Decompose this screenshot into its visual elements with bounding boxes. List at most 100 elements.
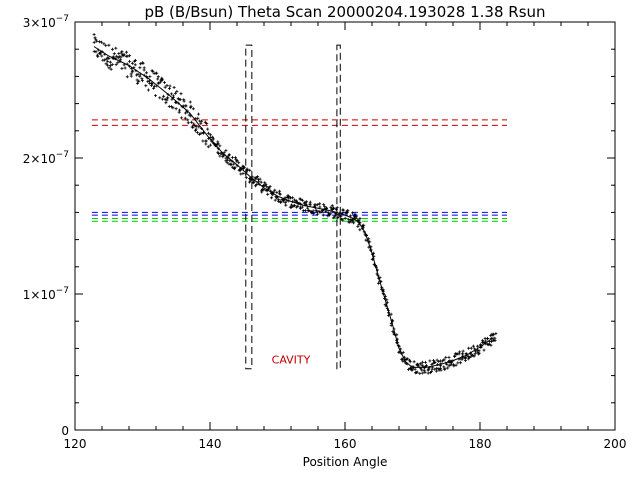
data-point	[216, 142, 220, 146]
data-point	[407, 367, 410, 371]
data-point	[443, 367, 447, 371]
data-point	[308, 200, 312, 204]
data-point	[122, 63, 126, 67]
cavity-boundary	[336, 44, 341, 370]
data-point	[418, 362, 422, 366]
data-point	[461, 349, 465, 353]
data-point	[439, 362, 443, 366]
data-point	[228, 162, 232, 166]
data-point	[428, 359, 432, 363]
data-point	[409, 367, 412, 370]
data-point	[421, 364, 425, 368]
data-point	[204, 139, 208, 143]
data-point	[278, 189, 282, 193]
annotations: CAVITY	[272, 353, 311, 366]
data-point	[480, 344, 484, 348]
data-point	[265, 185, 269, 189]
data-point	[224, 149, 228, 153]
data-point	[257, 180, 261, 184]
data-point	[372, 254, 376, 258]
data-point	[354, 215, 358, 219]
data-point	[489, 340, 493, 343]
data-point	[145, 71, 148, 75]
data-point	[449, 363, 453, 367]
data-point	[98, 40, 102, 44]
data-point	[135, 78, 139, 82]
data-point	[442, 358, 446, 362]
data-point	[414, 371, 417, 375]
data-point	[166, 93, 170, 96]
data-point	[102, 42, 106, 46]
data-point	[380, 286, 384, 290]
data-point	[244, 176, 248, 180]
data-point	[446, 366, 450, 370]
data-point	[178, 98, 182, 101]
data-point	[385, 307, 389, 311]
data-point	[168, 84, 172, 88]
data-point	[95, 39, 99, 43]
data-point	[148, 79, 151, 83]
data-point	[208, 133, 212, 137]
data-point	[287, 199, 291, 203]
data-point	[195, 131, 199, 135]
data-point	[377, 281, 381, 285]
data-point	[93, 36, 97, 40]
data-point	[293, 198, 296, 202]
data-point	[188, 100, 192, 104]
data-point	[120, 67, 124, 70]
data-point	[106, 63, 110, 67]
data-point	[175, 89, 179, 93]
data-point	[218, 154, 222, 158]
data-point	[148, 75, 152, 79]
data-point	[172, 86, 176, 89]
data-point	[296, 204, 300, 208]
data-point	[417, 364, 421, 368]
data-point	[136, 81, 139, 85]
data-point	[235, 164, 239, 168]
data-point	[469, 346, 473, 350]
data-point	[318, 205, 322, 209]
data-point	[387, 311, 390, 315]
data-point	[483, 342, 487, 346]
data-point	[371, 257, 375, 261]
data-point	[156, 75, 160, 79]
data-point	[176, 101, 180, 105]
data-point	[437, 360, 441, 363]
data-point	[486, 337, 490, 341]
data-point	[114, 63, 118, 67]
data-point	[392, 327, 396, 331]
data-point	[186, 118, 190, 122]
data-point	[435, 366, 439, 370]
data-point	[424, 364, 428, 367]
data-point	[182, 98, 186, 102]
data-point	[228, 159, 232, 162]
data-point	[329, 205, 333, 209]
data-point	[423, 370, 427, 374]
data-point	[369, 248, 373, 252]
data-point	[170, 97, 174, 101]
data-point	[137, 79, 141, 83]
data-point	[230, 156, 234, 159]
data-point	[364, 238, 368, 242]
data-point	[410, 368, 414, 371]
x-tick-label: 140	[199, 437, 222, 451]
data-point	[329, 211, 333, 215]
data-point	[451, 359, 455, 363]
data-point	[463, 358, 467, 362]
data-point	[244, 170, 248, 174]
data-point	[358, 228, 362, 232]
data-point	[208, 143, 212, 147]
data-point	[254, 177, 258, 181]
data-point	[128, 54, 132, 58]
data-point	[376, 276, 380, 280]
data-point	[264, 182, 268, 186]
data-point	[421, 360, 425, 364]
data-point	[174, 107, 178, 111]
data-point	[284, 203, 288, 207]
data-point	[387, 313, 390, 317]
x-tick-label: 200	[604, 437, 627, 451]
data-point	[364, 234, 368, 238]
data-point	[316, 203, 320, 207]
reference-lines	[91, 119, 507, 222]
data-point	[142, 66, 146, 70]
